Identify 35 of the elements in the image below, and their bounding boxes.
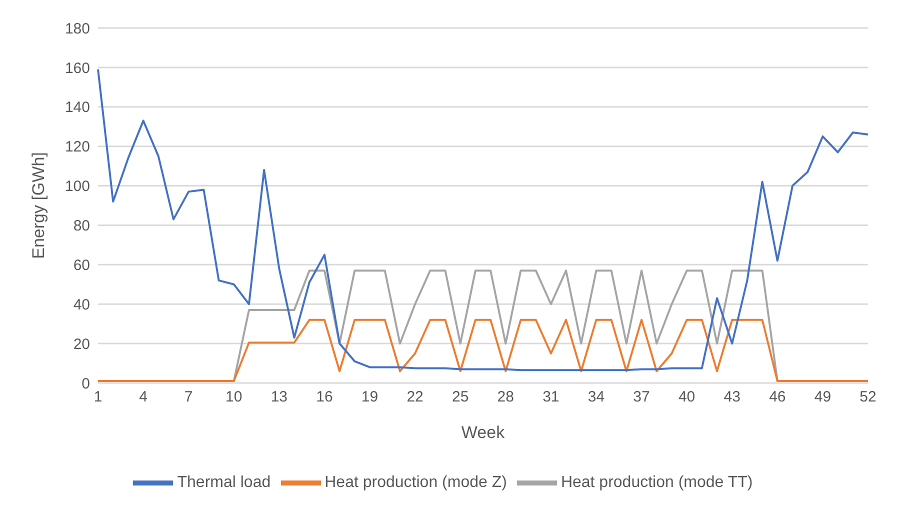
- y-tick-label: 40: [73, 296, 90, 314]
- x-tick-label: 16: [316, 388, 333, 406]
- y-tick-label: 20: [73, 336, 90, 353]
- x-tick-label: 40: [678, 388, 696, 406]
- y-tick-label: 80: [73, 218, 90, 235]
- x-tick-label: 37: [633, 388, 650, 406]
- y-tick-label: 140: [64, 99, 90, 116]
- x-tick-label: 28: [497, 388, 514, 406]
- x-tick-label: 43: [724, 388, 740, 406]
- legend-label: Heat production (mode TT): [560, 474, 753, 492]
- y-tick-label: 0: [82, 375, 90, 392]
- y-tick-label: 160: [64, 60, 90, 77]
- legend-label: Thermal load: [177, 474, 271, 492]
- y-tick-label: 180: [64, 20, 90, 38]
- x-tick-label: 19: [361, 388, 378, 406]
- line-series: [97, 318, 869, 382]
- x-tick-label: 25: [452, 388, 469, 406]
- x-tick-label: 7: [184, 388, 193, 406]
- x-tick-label: 10: [226, 388, 242, 406]
- y-tick-label: 60: [73, 256, 90, 274]
- y-axis-title: Energy [GWh]: [29, 152, 48, 259]
- line-series: [97, 68, 869, 372]
- y-tick-label: 120: [64, 138, 90, 156]
- x-tick-label: 34: [588, 388, 605, 406]
- x-tick-label: 13: [270, 388, 288, 406]
- x-axis-title: Week: [461, 423, 506, 442]
- legend-label: Heat production (mode Z): [324, 474, 507, 492]
- x-tick-label: 22: [406, 388, 424, 406]
- x-tick-label: 1: [94, 388, 102, 406]
- x-tick-label: 49: [814, 388, 832, 406]
- x-tick-label: 4: [139, 388, 148, 406]
- x-tick-label: 31: [542, 388, 560, 406]
- x-tick-label: 52: [860, 388, 876, 406]
- y-tick-label: 100: [64, 178, 90, 196]
- x-tick-label: 46: [769, 388, 786, 406]
